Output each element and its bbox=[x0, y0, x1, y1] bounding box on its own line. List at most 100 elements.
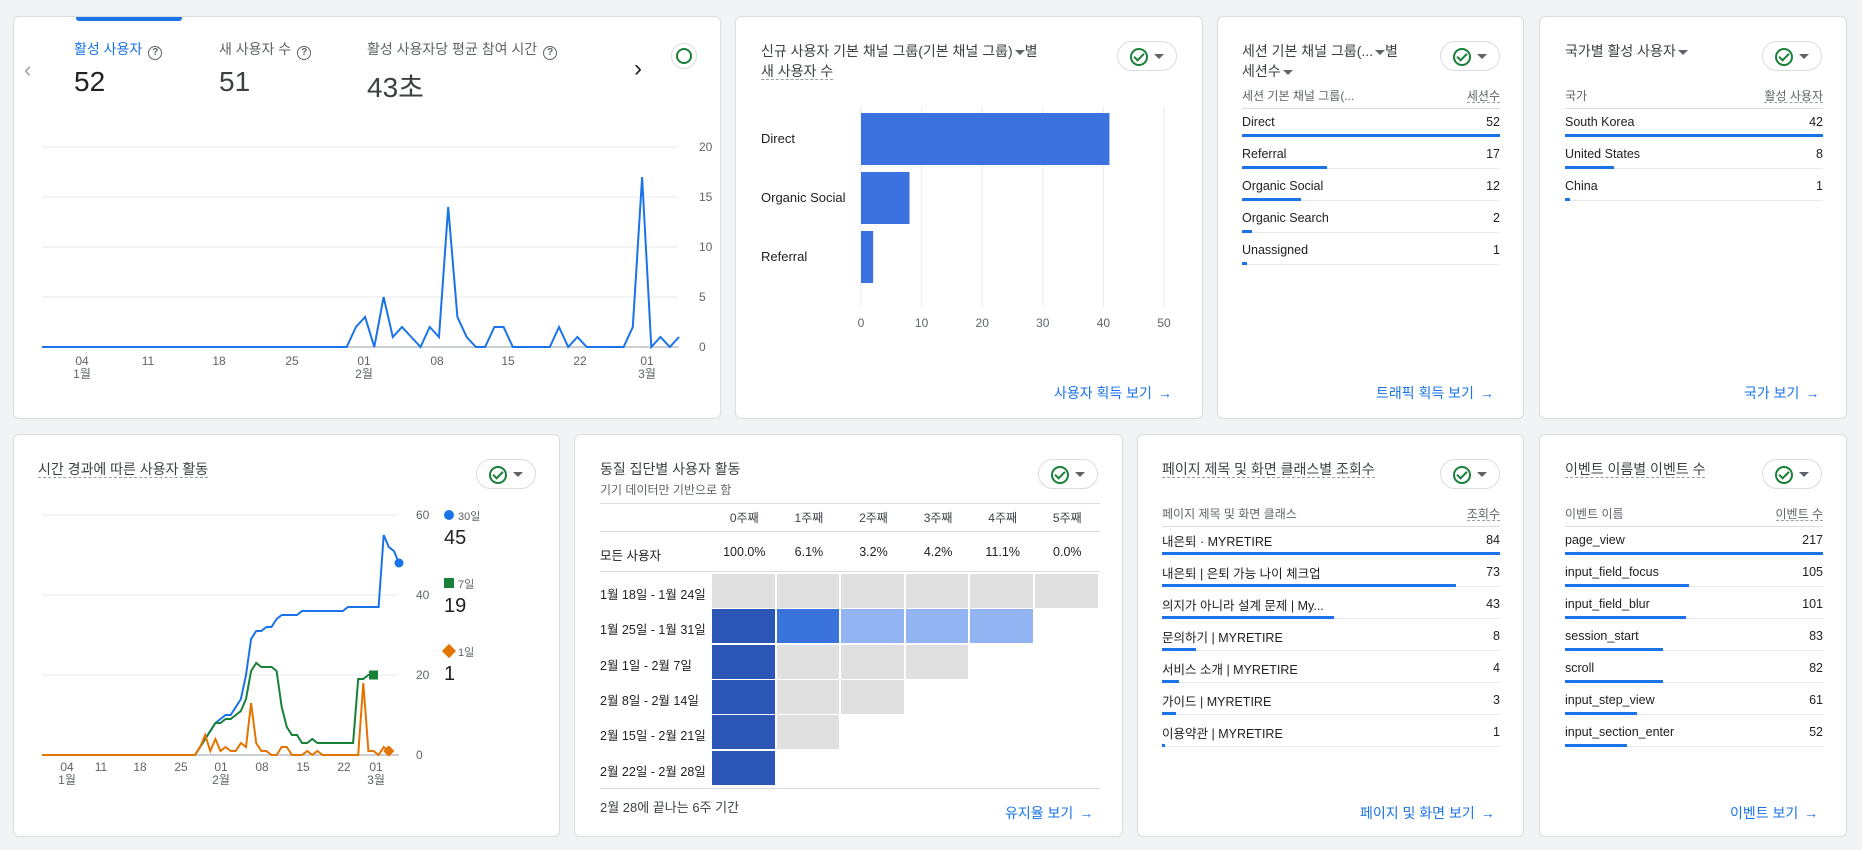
table-row[interactable]: Direct 52 bbox=[1242, 109, 1500, 141]
table-row[interactable]: scroll 82 bbox=[1565, 655, 1823, 687]
traffic-link[interactable]: 트래픽 획득 보기 → bbox=[1376, 383, 1494, 403]
column-header[interactable]: 페이지 제목 및 화면 클래스 bbox=[1162, 507, 1297, 521]
status-check-button[interactable] bbox=[1762, 459, 1822, 489]
retention-link[interactable]: 유지율 보기 → bbox=[1005, 803, 1093, 823]
row-value: 83 bbox=[1809, 629, 1823, 643]
cohort-cell[interactable] bbox=[776, 609, 840, 644]
cohort-cell[interactable] bbox=[841, 644, 904, 679]
status-check-button[interactable] bbox=[1440, 41, 1500, 71]
dropdown-arrow-icon[interactable] bbox=[1677, 49, 1688, 55]
x-tick-label: 04 bbox=[60, 760, 74, 774]
events-link[interactable]: 이벤트 보기 → bbox=[1730, 803, 1818, 823]
column-header[interactable]: 이벤트 수 bbox=[1775, 507, 1823, 521]
column-header[interactable]: 활성 사용자 bbox=[1764, 89, 1823, 103]
legend-label: 30일 bbox=[458, 511, 481, 523]
cohort-cell[interactable] bbox=[712, 609, 775, 644]
cohort-cell[interactable] bbox=[841, 609, 904, 644]
row-value: 105 bbox=[1802, 565, 1823, 579]
cohort-cell[interactable] bbox=[970, 574, 1033, 608]
help-icon[interactable]: ? bbox=[297, 46, 312, 60]
y-tick-label: 20 bbox=[699, 140, 713, 154]
legend-label: 1일 bbox=[458, 647, 475, 659]
cohort-cell[interactable] bbox=[712, 679, 775, 714]
table-row[interactable]: 내은퇴 | 은퇴 가능 나이 체크업 73 bbox=[1162, 559, 1500, 591]
week-header: 5주째 bbox=[1052, 511, 1082, 525]
cohort-cell[interactable] bbox=[712, 750, 775, 785]
cohort-cell[interactable] bbox=[776, 715, 840, 750]
row-value: 43 bbox=[1486, 597, 1500, 611]
table-row[interactable]: session_start 83 bbox=[1565, 623, 1823, 655]
status-check-button[interactable] bbox=[1762, 41, 1822, 71]
row-track bbox=[1565, 746, 1823, 747]
cohort-cell[interactable] bbox=[905, 574, 969, 608]
table-row[interactable]: Unassigned 1 bbox=[1242, 237, 1500, 269]
cohort-cell[interactable] bbox=[712, 644, 775, 679]
metric-label: 활성 사용자당 평균 참여 시간 bbox=[367, 41, 538, 57]
table-row[interactable]: United States 8 bbox=[1565, 141, 1823, 173]
help-icon[interactable]: ? bbox=[148, 46, 163, 60]
status-check-icon[interactable] bbox=[671, 43, 697, 69]
table-row[interactable]: 서비스 소개 | MYRETIRE 4 bbox=[1162, 655, 1500, 687]
row-value: 1 bbox=[1493, 243, 1500, 257]
row-bar bbox=[1242, 230, 1253, 233]
all-users-value: 6.1% bbox=[794, 545, 824, 559]
column-header[interactable]: 국가 bbox=[1565, 89, 1588, 103]
status-check-button[interactable] bbox=[1117, 41, 1177, 71]
table-row[interactable]: Organic Search 2 bbox=[1242, 205, 1500, 237]
row-label: page_view bbox=[1565, 533, 1625, 547]
next-arrow-icon[interactable]: › bbox=[634, 55, 642, 82]
table-row[interactable]: China 1 bbox=[1565, 173, 1823, 205]
metric-label: 새 사용자 수 bbox=[219, 41, 292, 57]
bar bbox=[861, 113, 1110, 165]
week-header: 3주째 bbox=[923, 511, 953, 525]
dropdown-arrow-icon[interactable] bbox=[1014, 49, 1025, 55]
metric-avg-engagement[interactable]: 활성 사용자당 평균 참여 시간? 43초 bbox=[367, 39, 558, 106]
cohort-cell[interactable] bbox=[712, 715, 775, 750]
table-row[interactable]: input_step_view 61 bbox=[1565, 687, 1823, 719]
acquisition-link[interactable]: 사용자 획득 보기 → bbox=[1054, 383, 1172, 403]
metric-new-users[interactable]: 새 사용자 수? 51 bbox=[219, 39, 312, 98]
table-row[interactable]: Referral 17 bbox=[1242, 141, 1500, 173]
table-row[interactable]: 의지가 아니라 설계 문제 | My... 43 bbox=[1162, 591, 1500, 623]
prev-arrow-icon[interactable]: ‹ bbox=[24, 57, 32, 82]
column-header[interactable]: 세션 기본 채널 그룹(... bbox=[1242, 89, 1355, 103]
cohort-cell[interactable] bbox=[905, 644, 969, 679]
cohort-cell[interactable] bbox=[970, 609, 1033, 644]
row-value: 3 bbox=[1493, 693, 1500, 707]
table-row[interactable]: page_view 217 bbox=[1565, 527, 1823, 559]
row-value: 217 bbox=[1802, 533, 1823, 547]
status-check-button[interactable] bbox=[476, 459, 536, 489]
dropdown-arrow-icon[interactable] bbox=[1282, 69, 1293, 75]
cohort-cell[interactable] bbox=[841, 679, 904, 714]
table-row[interactable]: input_field_focus 105 bbox=[1565, 559, 1823, 591]
dropdown-arrow-icon[interactable] bbox=[1375, 49, 1386, 55]
metric-active-users[interactable]: 활성 사용자? 52 bbox=[74, 39, 163, 98]
help-icon[interactable]: ? bbox=[543, 46, 558, 60]
all-users-value: 11.1% bbox=[985, 545, 1020, 559]
table-row[interactable]: 가이드 | MYRETIRE 3 bbox=[1162, 687, 1500, 719]
row-bar bbox=[1162, 552, 1500, 555]
status-check-button[interactable] bbox=[1440, 459, 1500, 489]
row-track bbox=[1162, 746, 1500, 747]
sessions-card: 세션 기본 채널 그룹(... 별 세션수 세션 기본 채널 그룹(... 세션수 D… bbox=[1217, 16, 1524, 419]
pages-link[interactable]: 페이지 및 화면 보기 → bbox=[1360, 803, 1495, 823]
table-row[interactable]: Organic Social 12 bbox=[1242, 173, 1500, 205]
cohort-cell[interactable] bbox=[712, 574, 775, 608]
cohort-cell[interactable] bbox=[776, 574, 840, 608]
cohort-cell[interactable] bbox=[776, 644, 840, 679]
column-header[interactable]: 이벤트 이름 bbox=[1565, 507, 1624, 521]
cohort-cell[interactable] bbox=[776, 679, 840, 714]
table-row[interactable]: 내은퇴 · MYRETIRE 84 bbox=[1162, 527, 1500, 559]
table-row[interactable]: 이용약관 | MYRETIRE 1 bbox=[1162, 719, 1500, 751]
column-header[interactable]: 세션수 bbox=[1466, 89, 1500, 103]
country-link[interactable]: 국가 보기 → bbox=[1744, 383, 1819, 403]
cohort-cell[interactable] bbox=[905, 609, 969, 644]
table-row[interactable]: input_field_blur 101 bbox=[1565, 591, 1823, 623]
cohort-cell[interactable] bbox=[841, 574, 904, 608]
table-row[interactable]: input_section_enter 52 bbox=[1565, 719, 1823, 751]
table-row[interactable]: 문의하기 | MYRETIRE 8 bbox=[1162, 623, 1500, 655]
cohort-cell[interactable] bbox=[1035, 574, 1098, 608]
table-row[interactable]: South Korea 42 bbox=[1565, 109, 1823, 141]
column-header[interactable]: 조회수 bbox=[1466, 507, 1500, 521]
status-check-button[interactable] bbox=[1038, 459, 1098, 489]
